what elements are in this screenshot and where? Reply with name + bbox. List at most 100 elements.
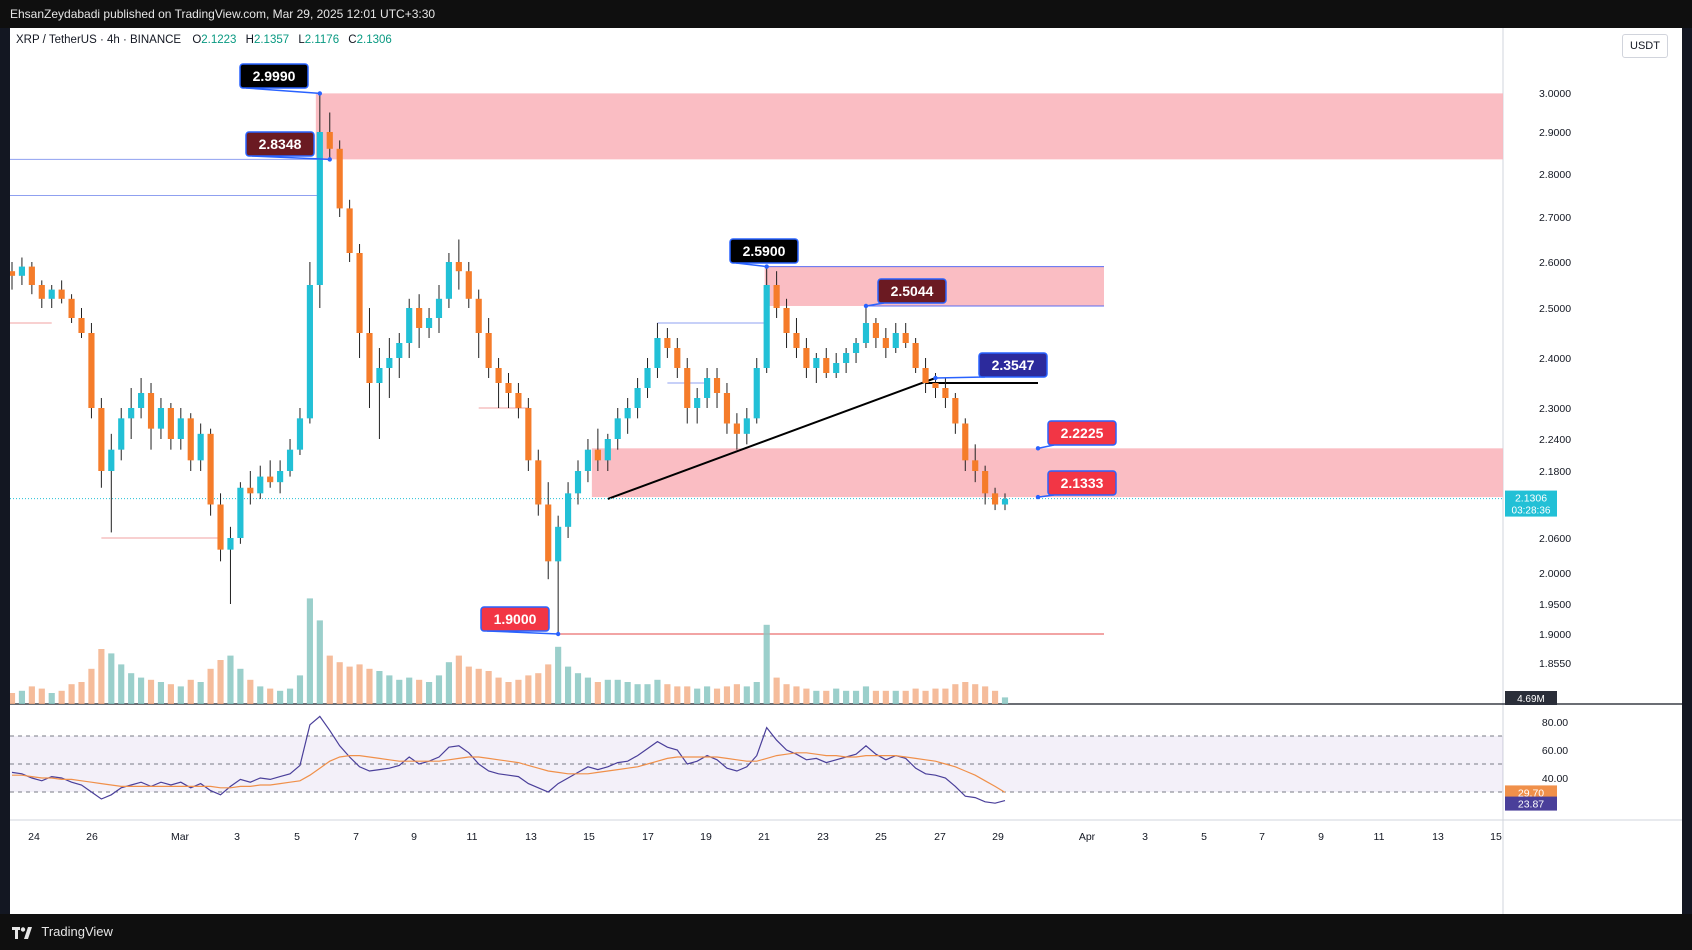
time-tick-label: 9 [411, 831, 417, 843]
volume-bar [346, 666, 353, 704]
volume-bar [138, 677, 145, 704]
price-tick-label: 2.0000 [1539, 568, 1571, 580]
volume-bar [545, 664, 552, 704]
candle [485, 318, 492, 378]
candle [535, 449, 542, 516]
candle-body [455, 262, 462, 272]
candle [68, 294, 75, 323]
candle [18, 257, 26, 285]
candle [882, 328, 889, 358]
candle [495, 358, 502, 408]
candle-body [108, 449, 115, 471]
candle [763, 266, 770, 373]
symbol-name[interactable]: XRP / TetherUS · 4h · BINANCE [16, 34, 182, 46]
candle [58, 280, 65, 304]
candle [862, 305, 870, 348]
candle [694, 388, 701, 424]
volume-bar [118, 664, 125, 704]
volume-value-label: 4.69M [1517, 694, 1545, 705]
volume-value-box [1505, 691, 1557, 705]
time-tick-label: 23 [817, 831, 829, 843]
rsi-tick-label: 80.00 [1542, 717, 1568, 729]
candle [713, 368, 721, 408]
volume-bar [386, 675, 393, 704]
volume-bar [366, 668, 373, 704]
tradingview-logo-icon [12, 926, 32, 939]
price-callout: 2.8348 [245, 131, 332, 162]
volume-bar [664, 684, 671, 704]
volume-bar [694, 688, 701, 704]
rsi-ma-value-label: 29.70 [1518, 787, 1544, 799]
rsi-value-label: 23.87 [1518, 799, 1544, 811]
volume-bar [465, 666, 472, 704]
candle [147, 383, 155, 450]
volume-bar [843, 690, 850, 704]
candle-body [336, 148, 343, 209]
callout-label: 1.9000 [494, 611, 537, 627]
volume-bar [833, 688, 840, 704]
candle-body [197, 433, 204, 461]
volume-bar [406, 677, 413, 704]
volume-bar [247, 679, 254, 704]
publisher-bar: EhsanZeydabadi published on TradingView.… [0, 0, 1692, 28]
time-tick-label: 19 [700, 831, 712, 843]
rsi-tick-label: 60.00 [1542, 745, 1568, 757]
price-callout: 2.9990 [239, 63, 323, 96]
time-tick-label: 5 [294, 831, 300, 843]
candle-body [574, 471, 582, 494]
volume-bar [674, 686, 681, 704]
countdown-label: 03:28:36 [1512, 506, 1551, 517]
candle-body [118, 418, 125, 450]
time-tick-label: Mar [171, 831, 190, 843]
callout-box [480, 606, 550, 632]
candle [793, 318, 800, 358]
candle [892, 323, 899, 353]
price-chart[interactable]: 3.0000 2.9000 2.8000 2.7000 2.6000 2.5000 2.40… [10, 28, 1682, 914]
volume-bar [296, 675, 304, 704]
time-tick-label: 26 [86, 831, 98, 843]
candle [991, 487, 999, 511]
candle [753, 358, 760, 424]
candle-body [187, 418, 194, 461]
volume-bar [962, 682, 969, 704]
callout-label: 2.2225 [1061, 425, 1104, 441]
price-tick-label: 1.9000 [1539, 629, 1571, 641]
volume-bar [793, 686, 800, 704]
callout-box [239, 63, 309, 89]
trendline [607, 377, 936, 500]
volume-bar [1001, 697, 1009, 704]
candle [584, 439, 592, 483]
candle [247, 471, 254, 505]
volume-bar [187, 679, 194, 704]
candle-body [28, 266, 35, 285]
volume-bar [555, 646, 562, 704]
volume-bar [684, 686, 691, 704]
candle [723, 383, 731, 434]
candle [1001, 493, 1009, 511]
candle-body [862, 323, 870, 343]
low-label: L [298, 34, 305, 46]
volume-bar [862, 686, 870, 704]
candle [912, 338, 919, 373]
volume-bar [803, 688, 810, 704]
volume-bar [515, 679, 522, 704]
time-tick-label: 3 [234, 831, 240, 843]
volume-bar [326, 655, 333, 704]
candle-body [425, 318, 433, 328]
candle-body [882, 338, 889, 348]
candle [525, 398, 532, 471]
candle [227, 526, 234, 604]
candle-body [902, 333, 909, 343]
candle [88, 323, 95, 419]
candle-body [852, 343, 860, 353]
candle [813, 353, 820, 383]
price-callout: 2.5044 [863, 278, 947, 309]
currency-button[interactable]: USDT [1622, 34, 1668, 58]
volume-bar [604, 679, 611, 704]
candle [942, 378, 949, 408]
footer-brand: TradingView [41, 924, 113, 939]
volume-bar [128, 673, 135, 704]
price-tick-label: 2.1800 [1539, 466, 1571, 478]
callout-box [245, 131, 315, 157]
candle-body [763, 285, 770, 368]
